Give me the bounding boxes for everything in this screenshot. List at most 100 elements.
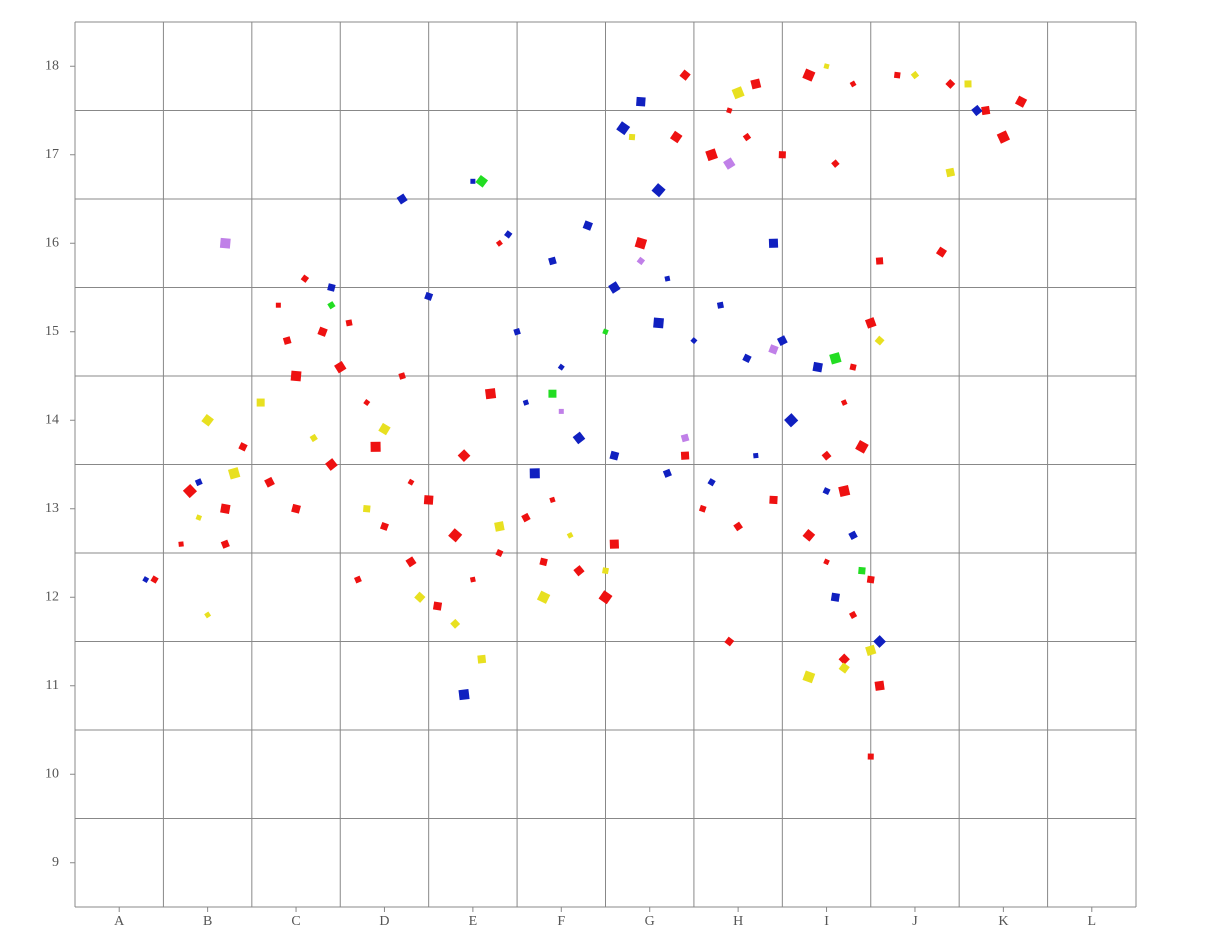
- point: [636, 256, 646, 266]
- point: [823, 558, 830, 566]
- point: [705, 148, 718, 162]
- point: [227, 467, 241, 480]
- point: [707, 478, 716, 487]
- y-tick-label: 15: [45, 324, 59, 339]
- point: [309, 433, 318, 443]
- point: [484, 388, 497, 400]
- point: [742, 353, 752, 363]
- point: [495, 549, 504, 557]
- x-tick-label: G: [645, 914, 655, 929]
- x-tick-label: K: [998, 914, 1008, 929]
- point: [778, 151, 786, 159]
- point: [874, 680, 885, 691]
- point: [582, 220, 593, 231]
- point: [457, 449, 471, 463]
- point: [557, 363, 565, 371]
- point: [679, 69, 691, 81]
- point: [964, 80, 972, 88]
- point: [450, 618, 461, 629]
- point: [945, 79, 956, 89]
- point: [873, 635, 886, 648]
- point: [448, 528, 463, 543]
- point: [379, 521, 389, 531]
- point: [838, 653, 850, 665]
- point: [475, 174, 489, 188]
- point: [275, 302, 281, 308]
- y-tick-label: 18: [45, 58, 59, 73]
- point: [1014, 95, 1028, 108]
- point: [458, 689, 470, 701]
- point: [858, 566, 866, 575]
- point: [220, 503, 231, 514]
- point: [477, 654, 487, 664]
- point: [726, 107, 733, 114]
- point: [529, 468, 540, 479]
- point: [548, 256, 557, 266]
- point: [398, 372, 406, 380]
- x-tick-label: L: [1088, 914, 1097, 929]
- point: [602, 567, 609, 575]
- point: [238, 442, 248, 452]
- point: [204, 611, 212, 619]
- point: [290, 370, 302, 382]
- point: [470, 178, 476, 184]
- point: [812, 361, 823, 373]
- point: [522, 399, 530, 406]
- point: [848, 610, 858, 620]
- point: [823, 63, 830, 70]
- y-tick-label: 11: [46, 678, 59, 693]
- point: [680, 451, 690, 460]
- point: [548, 389, 557, 398]
- point: [848, 530, 858, 541]
- point: [572, 431, 586, 445]
- point: [549, 496, 556, 504]
- point: [504, 230, 513, 239]
- point: [769, 495, 778, 505]
- point: [753, 452, 759, 459]
- point: [201, 413, 214, 427]
- point: [822, 487, 831, 496]
- point: [300, 274, 310, 283]
- point: [724, 636, 735, 647]
- y-tick-label: 13: [45, 501, 59, 516]
- x-tick-label: B: [203, 914, 212, 929]
- point: [378, 422, 391, 436]
- point: [669, 130, 683, 144]
- x-tick-label: H: [733, 914, 743, 929]
- point: [142, 576, 150, 583]
- point: [849, 80, 857, 88]
- point: [662, 468, 672, 478]
- point: [407, 478, 415, 486]
- point: [182, 483, 198, 499]
- x-tick-label: J: [912, 914, 918, 929]
- point: [219, 237, 231, 249]
- point: [776, 335, 788, 346]
- point: [628, 133, 636, 141]
- point: [521, 512, 531, 523]
- x-tick-label: A: [114, 914, 125, 929]
- x-tick-label: D: [379, 914, 389, 929]
- point: [536, 590, 551, 604]
- point: [733, 521, 743, 532]
- point: [539, 557, 548, 567]
- point: [598, 590, 613, 605]
- point: [573, 565, 585, 577]
- point: [558, 408, 564, 414]
- point: [256, 398, 265, 407]
- y-tick-label: 10: [45, 766, 59, 781]
- point: [802, 68, 816, 82]
- point: [602, 328, 609, 335]
- point: [609, 539, 619, 549]
- x-tick-label: I: [824, 914, 829, 929]
- point: [264, 476, 275, 488]
- point: [731, 86, 745, 100]
- point: [150, 575, 159, 584]
- point: [831, 159, 840, 168]
- x-tick-label: E: [469, 914, 478, 929]
- point: [363, 399, 371, 407]
- point: [723, 157, 736, 170]
- y-tick-label: 9: [52, 855, 59, 870]
- point: [327, 283, 336, 292]
- point: [867, 753, 874, 760]
